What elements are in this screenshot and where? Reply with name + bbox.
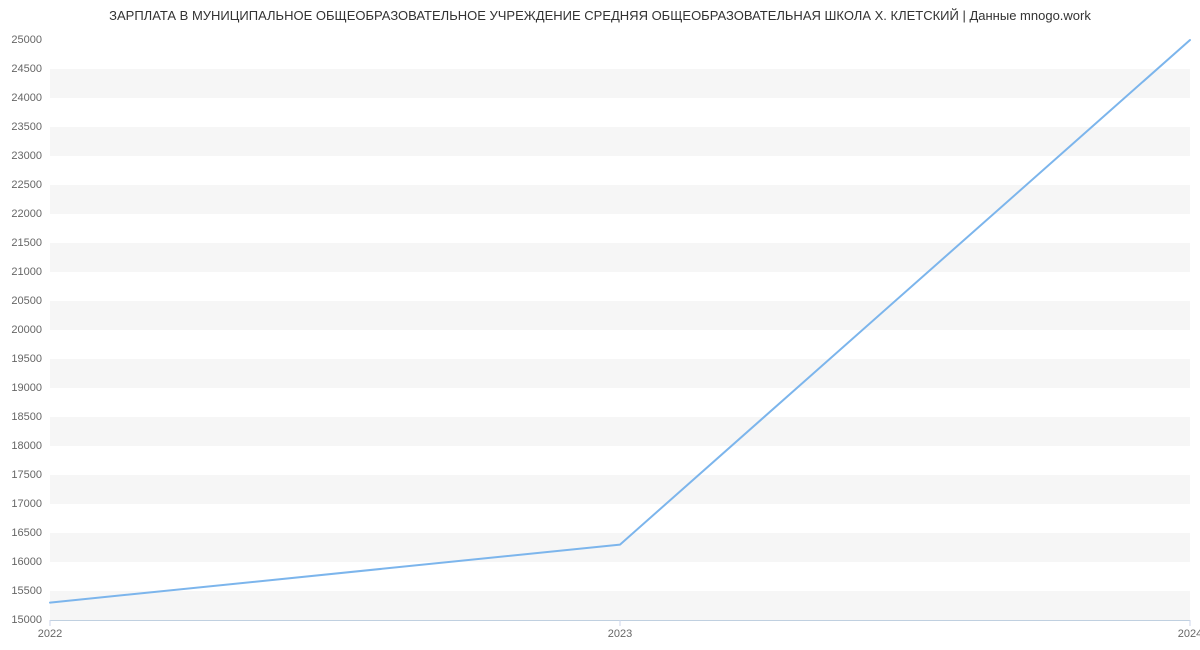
y-tick-label: 15500 [11, 585, 42, 597]
y-tick-label: 22000 [11, 208, 42, 220]
x-tick-label: 2024 [1178, 628, 1200, 640]
x-tick-label: 2022 [38, 628, 62, 640]
chart-title: ЗАРПЛАТА В МУНИЦИПАЛЬНОЕ ОБЩЕОБРАЗОВАТЕЛ… [0, 8, 1200, 23]
y-tick-label: 23500 [11, 121, 42, 133]
y-tick-label: 24500 [11, 63, 42, 75]
y-tick-label: 19500 [11, 353, 42, 365]
y-tick-label: 21500 [11, 237, 42, 249]
y-tick-label: 25000 [11, 34, 42, 46]
y-tick-label: 17500 [11, 469, 42, 481]
y-tick-label: 15000 [11, 614, 42, 626]
chart-container: ЗАРПЛАТА В МУНИЦИПАЛЬНОЕ ОБЩЕОБРАЗОВАТЕЛ… [0, 0, 1200, 650]
y-tick-label: 16000 [11, 556, 42, 568]
y-tick-label: 21000 [11, 266, 42, 278]
y-tick-label: 16500 [11, 527, 42, 539]
salary-line-series[interactable] [50, 40, 1190, 603]
y-tick-label: 20000 [11, 324, 42, 336]
x-tick-label: 2023 [608, 628, 632, 640]
y-tick-label: 22500 [11, 179, 42, 191]
y-tick-label: 20500 [11, 295, 42, 307]
line-svg [50, 40, 1190, 620]
y-tick-label: 17000 [11, 498, 42, 510]
plot-area: 1500015500160001650017000175001800018500… [50, 40, 1190, 620]
y-tick-label: 23000 [11, 150, 42, 162]
y-tick-label: 18500 [11, 411, 42, 423]
y-tick-label: 18000 [11, 440, 42, 452]
y-tick-label: 19000 [11, 382, 42, 394]
y-tick-label: 24000 [11, 92, 42, 104]
